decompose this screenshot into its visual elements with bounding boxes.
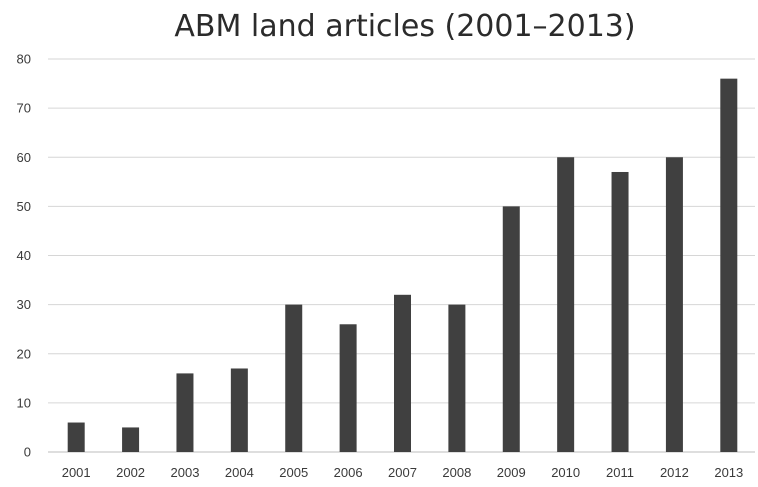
bar-2002: [122, 427, 140, 452]
bar-2001: [67, 422, 85, 452]
bar-2011: [611, 171, 629, 453]
x-tick-label: 2005: [279, 465, 308, 480]
x-tick-label: 2002: [116, 465, 145, 480]
bar-2008: [448, 304, 466, 452]
y-tick-label: 40: [17, 248, 31, 263]
y-tick-label: 50: [17, 199, 31, 214]
y-tick-label: 20: [17, 346, 31, 361]
x-tick-label: 2006: [334, 465, 363, 480]
x-tick-label: 2011: [606, 465, 634, 480]
x-tick-label: 2001: [62, 465, 91, 480]
y-tick-label: 60: [17, 150, 31, 165]
y-tick-label: 0: [24, 445, 31, 460]
y-tick-label: 80: [17, 52, 31, 67]
x-axis-ticks: 2001 2002 2003 2004 2005 2006 2007 2008 2009 2010…: [62, 465, 744, 480]
x-tick-label: 2010: [551, 465, 580, 480]
bar-2009: [502, 206, 520, 452]
bar-2005: [285, 304, 303, 452]
y-axis-ticks: 0 10 20 30 40 50 60 70 80: [17, 52, 31, 460]
bar-2012: [665, 157, 683, 452]
bars: [67, 78, 738, 453]
bar-2004: [230, 368, 248, 452]
x-tick-label: 2008: [442, 465, 471, 480]
gridlines: [48, 58, 755, 453]
y-tick-label: 10: [17, 395, 31, 410]
x-tick-label: 2007: [388, 465, 417, 480]
bar-2003: [176, 373, 194, 452]
bar-2007: [394, 294, 411, 452]
x-tick-label: 2004: [225, 465, 254, 480]
y-tick-label: 30: [17, 297, 31, 312]
x-tick-label: 2003: [171, 465, 200, 480]
x-tick-label: 2012: [660, 465, 689, 480]
y-tick-label: 70: [17, 101, 31, 116]
x-tick-label: 2009: [497, 465, 526, 480]
bar-2013: [720, 78, 738, 453]
chart-title: ABM land articles (2001–2013): [174, 9, 635, 44]
bar-2006: [339, 324, 357, 452]
bar-2010: [557, 157, 575, 452]
x-tick-label: 2013: [714, 465, 743, 480]
